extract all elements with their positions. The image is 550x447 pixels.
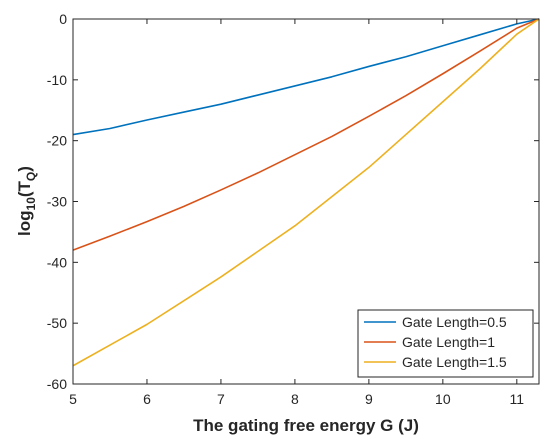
series-layer bbox=[72, 18, 540, 367]
y-tick-label: -10 bbox=[47, 72, 67, 88]
x-tick-label: 8 bbox=[291, 391, 299, 407]
y-axis-title: log10(TQ) bbox=[15, 166, 38, 236]
y-tick-label: -20 bbox=[47, 133, 67, 149]
y-axis-title-close: ) bbox=[15, 166, 34, 172]
y-tick-label: -50 bbox=[47, 315, 67, 331]
legend: Gate Length=0.5 Gate Length=1 Gate Length=… bbox=[357, 309, 534, 378]
series-line-2 bbox=[72, 18, 540, 251]
x-tick-label: 5 bbox=[69, 391, 77, 407]
y-tick-label: -60 bbox=[47, 376, 67, 392]
x-axis-title: The gating free energy G (J) bbox=[193, 416, 419, 435]
series-line-3 bbox=[72, 18, 540, 367]
legend-label-1: Gate Length=0.5 bbox=[402, 314, 507, 330]
legend-label-3: Gate Length=1.5 bbox=[402, 354, 507, 370]
legend-box bbox=[357, 309, 534, 378]
x-tick-label: 10 bbox=[435, 391, 451, 407]
y-tick-label: 0 bbox=[59, 11, 67, 27]
y-tick-label: -40 bbox=[47, 254, 67, 270]
y-tick-label: -30 bbox=[47, 194, 67, 210]
legend-label-2: Gate Length=1 bbox=[402, 334, 495, 350]
y-axis-title-main: log bbox=[15, 210, 34, 236]
tick-layer: 5 6 7 8 9 10 11 0 -10 -20 -30 -40 -50 -60 bbox=[47, 11, 539, 407]
x-tick-label: 9 bbox=[365, 391, 373, 407]
y-axis-title-q: Q bbox=[24, 172, 38, 181]
x-tick-label: 11 bbox=[510, 391, 525, 407]
y-axis-title-subscript: 10 bbox=[24, 197, 38, 211]
x-tick-label: 6 bbox=[143, 391, 151, 407]
y-axis-title-open: (T bbox=[15, 180, 34, 197]
x-tick-label: 7 bbox=[217, 391, 225, 407]
series-line-1 bbox=[72, 18, 540, 136]
